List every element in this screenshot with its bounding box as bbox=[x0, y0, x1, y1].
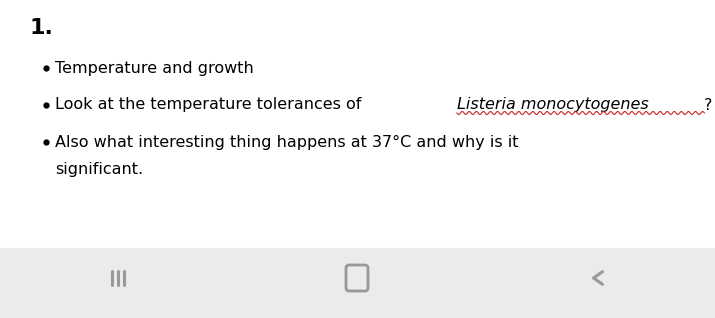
Text: ?: ? bbox=[704, 98, 713, 113]
Text: Listeria monocytogenes: Listeria monocytogenes bbox=[457, 98, 649, 113]
Text: Also what interesting thing happens at 37°C and why is it: Also what interesting thing happens at 3… bbox=[55, 135, 518, 149]
Bar bbox=[0, 248, 715, 318]
Text: Temperature and growth: Temperature and growth bbox=[55, 60, 254, 75]
Text: significant.: significant. bbox=[55, 162, 143, 177]
Text: Look at the temperature tolerances of: Look at the temperature tolerances of bbox=[55, 98, 367, 113]
Text: 1.: 1. bbox=[30, 18, 54, 38]
